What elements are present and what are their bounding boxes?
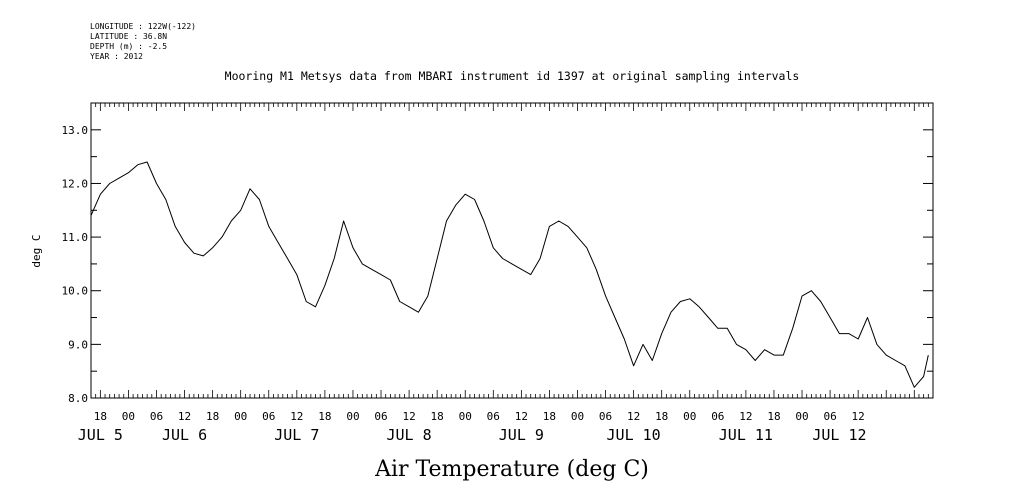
meta-latitude: LATITUDE : 36.8N (90, 32, 167, 41)
x-day-label: JUL 11 (719, 426, 773, 444)
x-hour-tick-label: 06 (599, 410, 612, 423)
meta-year: YEAR : 2012 (90, 52, 143, 61)
y-tick-label: 10.0 (62, 285, 89, 298)
x-hour-tick-label: 00 (346, 410, 359, 423)
x-hour-tick-label: 06 (823, 410, 836, 423)
y-axis-label: deg C (30, 234, 43, 267)
x-hour-tick-label: 06 (262, 410, 275, 423)
x-hour-tick-label: 00 (683, 410, 696, 423)
meta-longitude: LONGITUDE : 122W(-122) (90, 22, 196, 31)
y-tick-label: 9.0 (68, 338, 88, 351)
x-hour-tick-label: 12 (515, 410, 528, 423)
x-hour-tick-label: 18 (318, 410, 331, 423)
x-hour-tick-label: 00 (571, 410, 584, 423)
x-hour-tick-label: 18 (431, 410, 444, 423)
series-line (90, 161, 929, 388)
x-hour-tick-label: 12 (852, 410, 865, 423)
x-day-label: JUL 8 (387, 426, 432, 444)
plot-frame (90, 102, 934, 399)
x-day-label: JUL 6 (162, 426, 207, 444)
y-tick-label: 13.0 (62, 124, 89, 137)
x-day-label: JUL 12 (812, 426, 866, 444)
x-hour-tick-label: 06 (150, 410, 163, 423)
x-hour-tick-label: 06 (711, 410, 724, 423)
chart-title: Mooring M1 Metsys data from MBARI instru… (225, 69, 800, 83)
x-hour-tick-label: 18 (206, 410, 219, 423)
x-day-label: JUL 7 (274, 426, 319, 444)
series-group (90, 161, 929, 388)
x-hour-tick-label: 06 (374, 410, 387, 423)
x-hour-tick-label: 12 (739, 410, 752, 423)
x-day-label: JUL 9 (499, 426, 544, 444)
meta-depth: DEPTH (m) : -2.5 (90, 42, 167, 51)
x-day-label: JUL 5 (78, 426, 123, 444)
x-hour-tick-label: 12 (627, 410, 640, 423)
x-hour-tick-label: 00 (459, 410, 472, 423)
x-day-label: JUL 10 (607, 426, 661, 444)
x-axis-label: Air Temperature (deg C) (374, 457, 649, 482)
x-axis: 18 00 06 12 18 00 06 12 18 00 06 12 18 00 06 12 18 00 06 12… (78, 103, 934, 444)
x-hour-tick-label: 18 (655, 410, 668, 423)
x-hour-tick-label: 18 (94, 410, 107, 423)
x-hour-tick-label: 12 (402, 410, 415, 423)
x-hour-tick-label: 00 (122, 410, 135, 423)
x-hour-tick-label: 18 (767, 410, 780, 423)
y-tick-label: 11.0 (62, 231, 89, 244)
x-hour-tick-label: 00 (234, 410, 247, 423)
x-hour-tick-label: 00 (795, 410, 808, 423)
x-hour-tick-label: 12 (290, 410, 303, 423)
y-axis: 8.0 9.0 10.0 11.0 12.0 13.0 (62, 102, 933, 405)
x-hour-tick-label: 06 (487, 410, 500, 423)
y-tick-label: 8.0 (68, 392, 88, 405)
x-hour-tick-label: 12 (178, 410, 191, 423)
x-hour-tick-label: 18 (543, 410, 556, 423)
y-tick-label: 12.0 (62, 177, 89, 190)
